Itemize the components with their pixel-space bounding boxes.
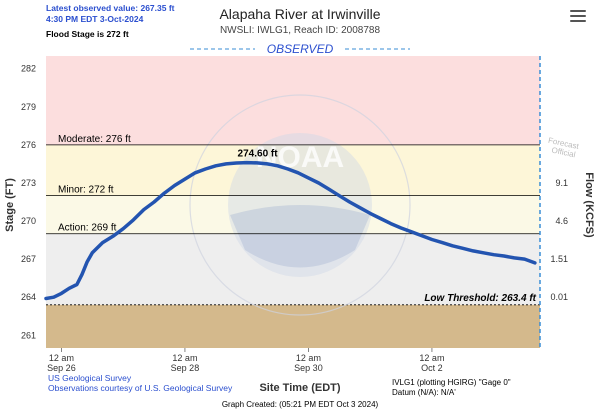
y-tick-label: 270: [21, 216, 36, 226]
x-tick-date: Sep 28: [171, 363, 200, 373]
y-tick-label: 279: [21, 102, 36, 112]
source-credit[interactable]: Observations courtesy of U.S. Geological…: [48, 383, 233, 393]
peak-label: 274.60 ft: [238, 149, 279, 160]
y-axis-title: Stage (FT): [4, 178, 16, 232]
page-title: Alapaha River at Irwinville: [219, 6, 381, 22]
band-below-low: [46, 304, 540, 348]
gauge-name: IVLG1 (plotting HGIRG) "Gage 0": [392, 378, 511, 387]
band-minor: [46, 195, 540, 234]
noaa-watermark: NOAA: [189, 94, 411, 316]
y2-tick-label: 0.01: [550, 292, 568, 302]
latest-observation: Latest observed value: 267.35 ft 4:30 PM…: [46, 3, 175, 25]
latest-time: 4:30 PM EDT 3-Oct-2024: [46, 14, 144, 24]
y-tick-label: 264: [21, 292, 36, 302]
band-major: [46, 56, 540, 145]
low-threshold-label: Low Threshold: 263.4 ft: [424, 293, 536, 304]
y-tick-label: 276: [21, 140, 36, 150]
y2-tick-label: 4.6: [555, 216, 568, 226]
hamburger-menu-icon[interactable]: [570, 10, 586, 24]
watermark-disc: [228, 133, 372, 277]
annotations: OBSERVED 274.60 ft: [190, 42, 410, 160]
source-agency[interactable]: US Geological Survey: [48, 373, 132, 383]
flood-stage-note: Flood Stage is 272 ft: [46, 29, 129, 39]
threshold-lines: Moderate: 276 ft Minor: 272 ft Action: 269…: [46, 134, 540, 304]
watermark-outer-ring: [189, 94, 411, 316]
y-tick-label: 261: [21, 330, 36, 340]
y-tick-label: 282: [21, 64, 36, 74]
y2-tick-label: 1.51: [550, 254, 568, 264]
graph-created: Graph Created: (05:21 PM EDT Oct 3 2024): [221, 400, 379, 409]
x-tick-date: Sep 30: [294, 363, 323, 373]
x-tick-label: 12 am: [296, 353, 321, 363]
data-source: US Geological Survey Observations courte…: [48, 373, 232, 393]
y2-axis-title: Flow (KCFS): [583, 172, 595, 238]
series-layer: [44, 160, 537, 301]
y-tick-label: 273: [21, 178, 36, 188]
watermark-noaa: NOAA: [256, 141, 344, 174]
threshold-label: Action: 269 ft: [58, 223, 117, 234]
x-tick-label: 12 am: [419, 353, 444, 363]
observed-label: OBSERVED: [267, 42, 334, 56]
x-tick-label: 12 am: [49, 353, 74, 363]
x-axis-title: Site Time (EDT): [259, 382, 341, 394]
threshold-label: Moderate: 276 ft: [58, 134, 131, 145]
page-subtitle: NWSLI: IWLG1, Reach ID: 2008788: [219, 25, 381, 36]
gauge-datum: Datum (N/A): N/A': [392, 388, 456, 397]
latest-value: Latest observed value: 267.35 ft: [46, 3, 175, 13]
stage-line: [44, 160, 537, 301]
x-tick-date: Oct 2: [421, 363, 443, 373]
watermark-wave: [230, 205, 370, 268]
gauge-info: IVLG1 (plotting HGIRG) "Gage 0" Datum (N…: [392, 378, 511, 398]
y2-tick-label: 9.1: [555, 178, 568, 188]
y-tick-label: 267: [21, 254, 36, 264]
threshold-label: Minor: 272 ft: [58, 185, 114, 196]
x-tick-label: 12 am: [172, 353, 197, 363]
x-tick-date: Sep 26: [47, 363, 76, 373]
y-axis: 261 264 267 270 273 276 279 282 Stage (FT): [4, 64, 36, 341]
